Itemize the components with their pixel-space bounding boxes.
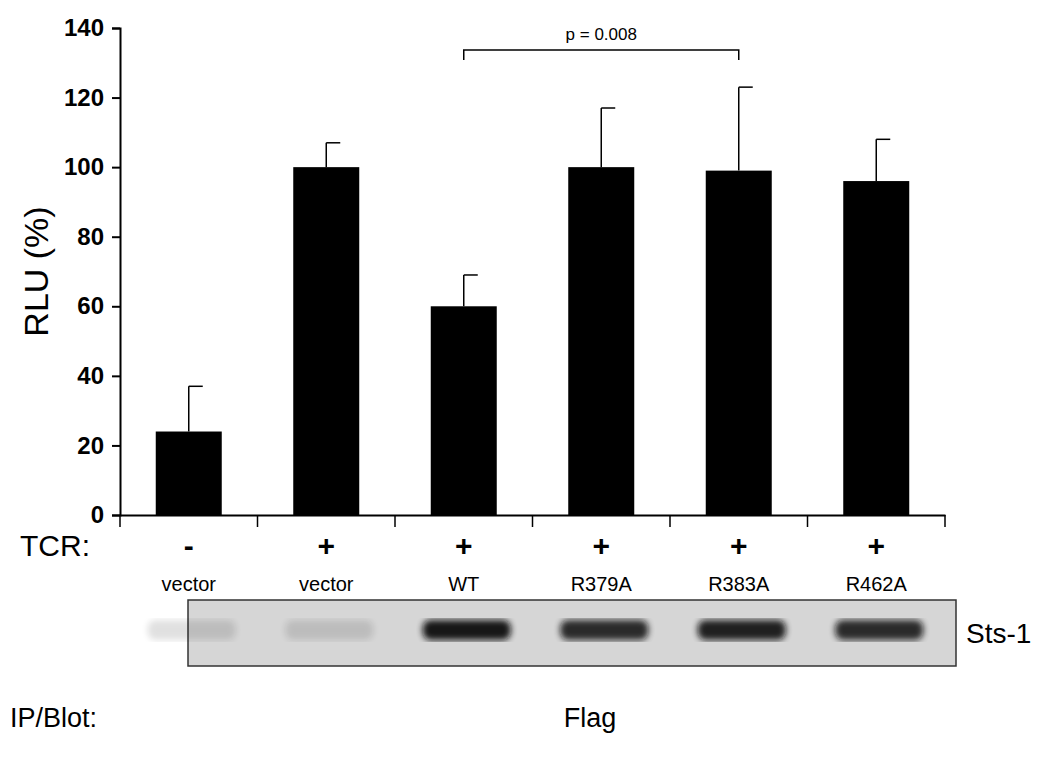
chart: 0 20 40 60 80 100 120 140 RLU (%) vector vector WT R… (0, 0, 1050, 761)
y-tick-label: 120 (64, 84, 104, 111)
y-tick-mark (112, 375, 120, 377)
error-stem (738, 87, 740, 170)
row-value: + (455, 529, 473, 562)
x-separator (532, 515, 534, 527)
error-bar (189, 386, 203, 431)
y-tick: 80 (77, 223, 120, 250)
plot-area (156, 87, 910, 515)
y-tick: 100 (64, 153, 120, 180)
y-tick-label: 0 (91, 501, 104, 528)
error-cap (326, 142, 340, 144)
x-tick: vector (162, 573, 217, 595)
error-bar (739, 87, 753, 170)
blot-label: Sts-1 (966, 618, 1031, 649)
x-tick: R383A (708, 573, 770, 595)
x-separator (944, 515, 946, 527)
row-value: + (317, 529, 335, 562)
row-value: + (730, 529, 748, 562)
row-value: + (867, 529, 885, 562)
y-axis-title: RLU (%) (17, 206, 55, 336)
y-tick-mark (112, 236, 120, 238)
y-tick-label: 100 (64, 153, 104, 180)
y-tick: 40 (77, 362, 120, 389)
error-stem (463, 275, 465, 306)
x-tick-label: R462A (846, 573, 908, 595)
error-stem (326, 143, 328, 167)
bar (293, 167, 359, 515)
row-value: - (184, 529, 194, 562)
blot-band (148, 620, 236, 640)
error-stem (601, 108, 603, 167)
y-tick: 20 (77, 432, 120, 459)
bar (431, 306, 497, 515)
y-tick-label: 40 (77, 362, 104, 389)
x-tick-label: WT (448, 573, 479, 595)
error-cap (189, 386, 203, 388)
error-bar (876, 139, 890, 181)
blot-band (560, 620, 648, 640)
error-cap (739, 86, 753, 88)
x-tick: WT (448, 573, 479, 595)
y-tick-label: 20 (77, 432, 104, 459)
blot-band (285, 620, 373, 640)
blot-method: IP/Blot: (10, 703, 97, 733)
y-tick-label: 80 (77, 223, 104, 250)
error-bar (601, 108, 615, 167)
row-label: TCR: (20, 529, 90, 562)
error-bar (464, 275, 478, 306)
x-tick: vector (299, 573, 354, 595)
p-value: p = 0.008 (566, 25, 637, 44)
blot-antibody: Flag (564, 703, 617, 733)
error-bar (326, 143, 340, 167)
significance-bracket (464, 50, 739, 60)
y-tick: 140 (64, 14, 120, 41)
blot-band (423, 620, 511, 640)
y-tick-mark (112, 97, 120, 99)
y-tick: 120 (64, 84, 120, 111)
blot-band (698, 620, 786, 640)
x-axis: vector vector WT R379A R383A R462A (121, 516, 946, 596)
error-cap (601, 107, 615, 109)
x-separator (807, 515, 809, 527)
y-tick-mark (112, 445, 120, 447)
x-tick: R379A (571, 573, 633, 595)
x-tick-label: R383A (708, 573, 770, 595)
y-tick: 0 (91, 501, 120, 528)
bar (568, 167, 634, 515)
error-cap (876, 139, 890, 141)
x-tick-label: vector (162, 573, 217, 595)
x-tick-label: vector (299, 573, 354, 595)
y-tick-mark (112, 28, 120, 30)
x-separator (669, 515, 671, 527)
y-tick-label: 140 (64, 14, 104, 41)
bar (843, 181, 909, 515)
y-tick-label: 60 (77, 292, 104, 319)
x-separator (257, 515, 259, 527)
y-axis: 0 20 40 60 80 100 120 140 (64, 14, 121, 528)
x-tick: R462A (846, 573, 908, 595)
x-tick-label: R379A (571, 573, 633, 595)
bar (156, 432, 222, 515)
row-value: + (592, 529, 610, 562)
x-separator (119, 515, 121, 527)
y-tick-mark (112, 306, 120, 308)
blot-band (835, 620, 923, 640)
bar (706, 171, 772, 515)
y-axis-line (112, 29, 121, 516)
y-tick-mark (112, 167, 120, 169)
error-cap (464, 274, 478, 276)
error-stem (188, 386, 190, 431)
blot (148, 600, 956, 666)
y-tick-mark (112, 515, 120, 517)
y-tick: 60 (77, 292, 120, 319)
x-separator (394, 515, 396, 527)
error-stem (876, 139, 878, 181)
x-separators (120, 515, 945, 527)
blot-frame (188, 600, 956, 666)
